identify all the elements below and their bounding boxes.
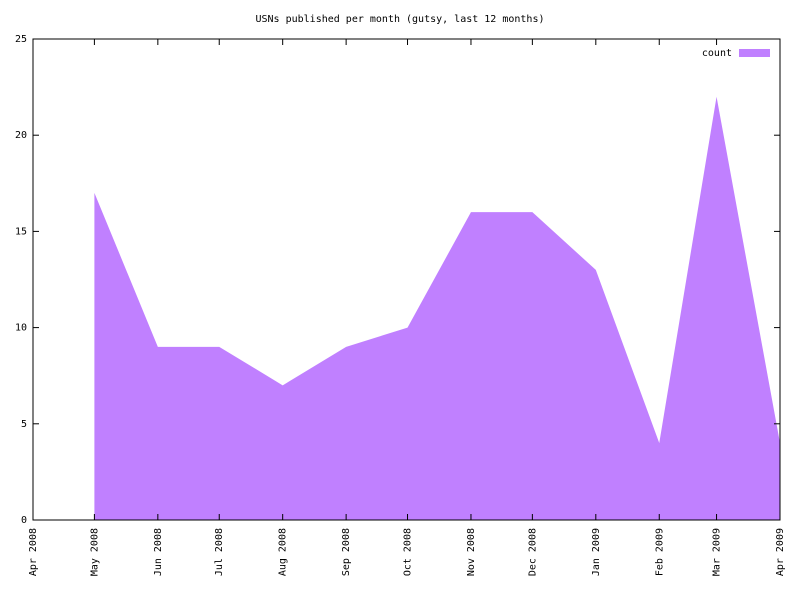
y-tick-label: 0 [21,515,27,526]
chart-title: USNs published per month (gutsy, last 12… [256,14,545,25]
x-tick-label: Mar 2009 [712,528,723,576]
y-tick-label: 5 [21,419,27,430]
x-tick-label: May 2008 [89,528,100,576]
y-tick-label: 25 [15,34,27,45]
y-tick-label: 10 [15,323,27,334]
legend-swatch [739,49,770,57]
x-tick-label: Jun 2008 [153,528,164,576]
y-tick-label: 15 [15,226,27,237]
x-tick-label: Oct 2008 [403,528,414,576]
x-tick-label: Feb 2009 [654,528,665,576]
x-tick-label: Jan 2009 [591,528,602,576]
x-tick-label: Nov 2008 [466,528,477,576]
x-tick-label: Jul 2008 [214,528,225,576]
x-tick-label: Apr 2009 [775,528,786,576]
x-tick-label: Sep 2008 [341,528,352,576]
plot-border [32,38,781,521]
x-tick-label: Apr 2008 [28,528,39,576]
legend-label: count [702,48,732,59]
x-tick-label: Dec 2008 [527,528,538,576]
area [94,96,780,520]
y-tick-label: 20 [15,130,27,141]
x-tick-label: Aug 2008 [278,528,289,576]
